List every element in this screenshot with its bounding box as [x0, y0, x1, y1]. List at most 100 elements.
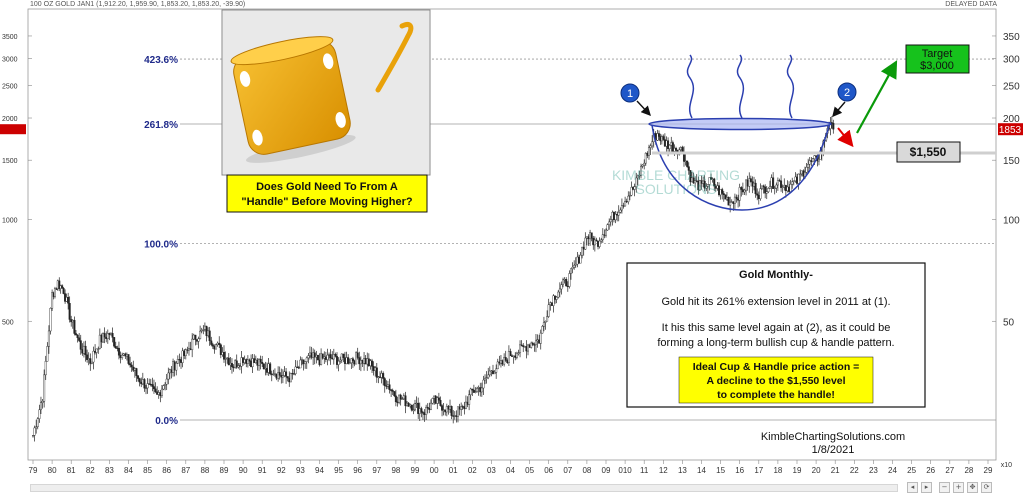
candle-body [81, 349, 84, 354]
candle-body [662, 136, 665, 140]
candle-body [444, 409, 447, 413]
candle-body [768, 186, 771, 189]
scale-multiplier: x10 [1000, 462, 1012, 469]
candle-body [184, 349, 187, 356]
candle-body [259, 358, 262, 363]
candle-body [622, 205, 625, 207]
candle-body [515, 353, 518, 358]
candle-body [251, 358, 254, 367]
candle-body [698, 180, 701, 191]
candle-body [620, 205, 623, 211]
credit-date: 1/8/2021 [812, 444, 855, 456]
scroll-left-button[interactable]: ◂ [907, 482, 918, 493]
candle-body [240, 357, 243, 367]
x-tick-label: 04 [506, 466, 515, 475]
candle-body [36, 418, 39, 427]
zoom-out-button[interactable]: − [939, 482, 950, 493]
candle-body [514, 355, 517, 358]
x-tick-label: 07 [563, 466, 572, 475]
candle-body [753, 182, 756, 187]
candle-body [414, 403, 417, 411]
candle-body [340, 353, 343, 361]
candle-body [593, 239, 596, 246]
candle-body [326, 354, 329, 360]
candle-body [100, 334, 103, 343]
marker-circle-1 [620, 83, 640, 103]
candle-body [689, 170, 692, 183]
candle-body [78, 337, 81, 341]
target-box: Target $3,000 [905, 44, 970, 74]
candle-body [767, 188, 770, 192]
candle-body [638, 175, 641, 177]
candle-body [315, 354, 318, 358]
candle-body [404, 395, 407, 407]
candle-body [39, 402, 42, 411]
steam-line-3 [786, 54, 795, 119]
candle-body [97, 348, 100, 350]
reset-button[interactable]: ⟳ [981, 482, 992, 493]
candle-body [336, 356, 339, 365]
candle-body [786, 186, 789, 192]
candle-body [603, 234, 606, 236]
candle-body [160, 388, 163, 396]
candle-body [746, 179, 749, 187]
candle-body [46, 346, 49, 362]
support-price-label: $1,550 [910, 145, 947, 159]
last-price-badge-right [998, 123, 1023, 136]
candle-body [102, 333, 105, 343]
scroll-right-button[interactable]: ▸ [921, 482, 932, 493]
candle-body [727, 197, 730, 206]
candle-body [485, 377, 488, 379]
candle-body [82, 345, 85, 354]
candle-body [496, 361, 499, 370]
candle-body [245, 359, 248, 364]
candle-body [270, 373, 273, 375]
candle-body [635, 177, 638, 187]
candle-body [772, 177, 775, 189]
candle-body [647, 147, 650, 156]
candle-body [113, 337, 116, 347]
x-tick-label: 89 [220, 466, 229, 475]
candle-body [125, 354, 128, 357]
pan-button[interactable]: ✥ [967, 482, 978, 493]
marker-label-2: 2 [844, 87, 850, 99]
candle-body [53, 288, 56, 297]
fib-label: 0.0% [155, 416, 178, 427]
y-left-tick-label: 3000 [2, 57, 18, 64]
candle-body [122, 353, 125, 356]
candle-body [757, 195, 760, 199]
candle-body [536, 339, 539, 342]
fib-label: 423.6% [144, 55, 178, 66]
candle-body [203, 325, 206, 330]
candle-body [237, 365, 240, 368]
candle-body [383, 378, 386, 386]
time-scrollbar[interactable] [30, 484, 898, 492]
candle-body [374, 367, 377, 371]
candle-body [670, 142, 673, 146]
x-tick-label: 05 [525, 466, 534, 475]
candle-body [590, 232, 593, 239]
x-tick-label: 95 [334, 466, 343, 475]
candle-body [534, 340, 537, 345]
candle-body [294, 366, 297, 374]
candle-body [332, 354, 335, 360]
candle-body [558, 288, 561, 293]
candle-body [119, 355, 122, 358]
candle-body [684, 160, 687, 162]
candle-body [484, 377, 487, 381]
candle-body [180, 359, 183, 363]
candle-body [630, 187, 633, 196]
candle-body [86, 354, 89, 360]
red-decline-arrow [837, 127, 854, 148]
commentary-line2: It his this same level again at (2), as … [662, 322, 891, 334]
candle-body [563, 279, 566, 281]
zoom-in-button[interactable]: + [953, 482, 964, 493]
last-price-badge-left [0, 124, 26, 135]
fib-label: 100.0% [144, 239, 178, 250]
candle-body [191, 338, 194, 351]
candle-body [302, 359, 305, 365]
candle-body [186, 349, 189, 351]
candle-body [300, 359, 303, 361]
candle-body [480, 387, 483, 393]
